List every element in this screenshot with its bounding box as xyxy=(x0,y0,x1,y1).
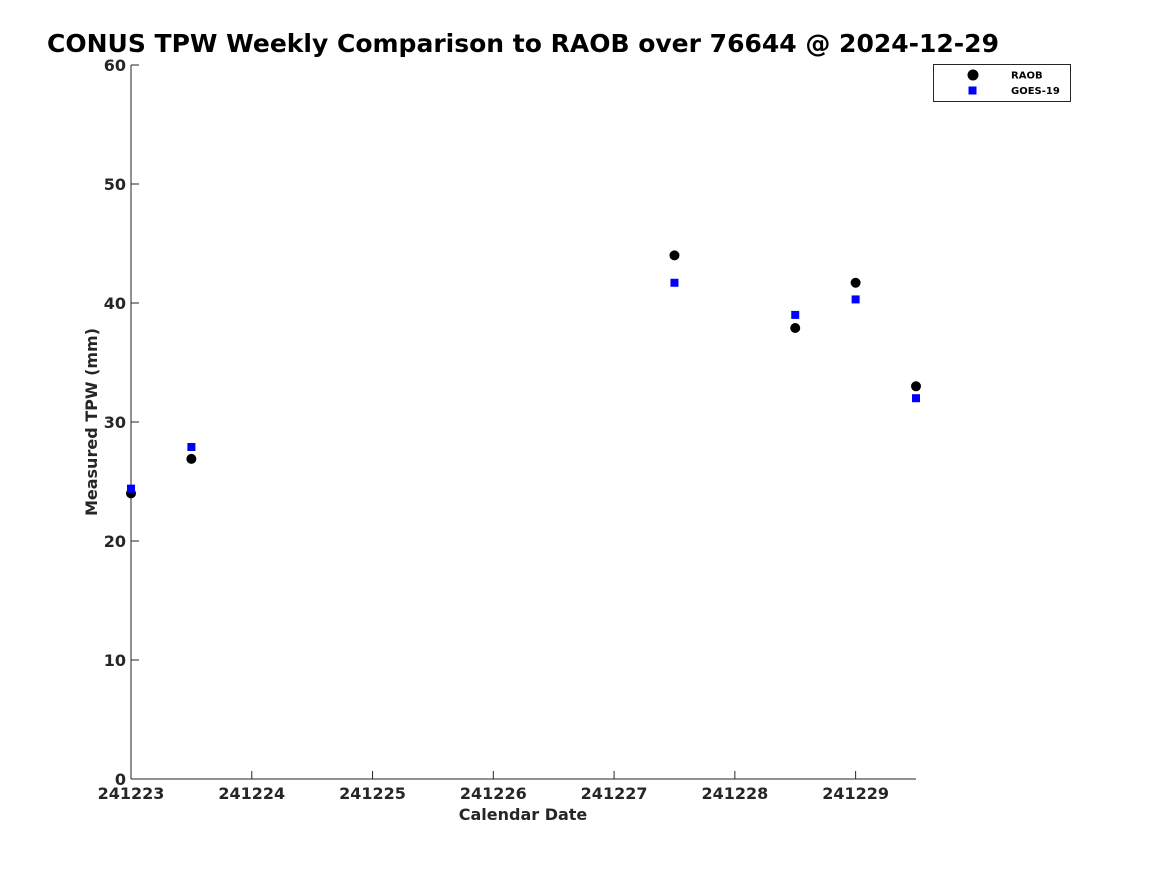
raob-point xyxy=(669,250,680,261)
raob-point xyxy=(186,453,197,464)
y-tick-label: 20 xyxy=(104,532,126,551)
legend: RAOB GOES-19 xyxy=(933,64,1071,102)
x-ticks: 241223 241224 241225 241226 241227 241228 2412… xyxy=(98,771,889,803)
y-tick-label: 50 xyxy=(104,175,126,194)
goes-19-point xyxy=(851,295,860,304)
raob-point xyxy=(790,322,801,333)
goes-19-point xyxy=(670,278,679,287)
axes xyxy=(130,65,916,780)
goes-19-point xyxy=(791,310,800,319)
legend-box xyxy=(933,64,1071,102)
y-ticks: 0 10 20 30 40 50 60 xyxy=(104,56,139,789)
legend-raob-marker xyxy=(967,69,979,81)
legend-goes-marker xyxy=(968,86,977,95)
x-tick-label: 241225 xyxy=(339,784,406,803)
y-tick-label: 40 xyxy=(104,294,126,313)
chart-title: CONUS TPW Weekly Comparison to RAOB over… xyxy=(47,29,999,58)
x-tick-label: 241223 xyxy=(98,784,165,803)
x-tick-label: 241224 xyxy=(218,784,285,803)
y-tick-label: 10 xyxy=(104,651,126,670)
legend-goes-label: GOES-19 xyxy=(1011,86,1060,97)
x-tick-label: 241227 xyxy=(581,784,648,803)
x-tick-label: 241226 xyxy=(460,784,527,803)
goes-19-point xyxy=(127,484,135,493)
raob-point xyxy=(850,277,861,288)
x-axis-label: Calendar Date xyxy=(459,805,588,824)
legend-raob-label: RAOB xyxy=(1011,71,1043,82)
raob-point xyxy=(911,381,921,392)
x-tick-label: 241228 xyxy=(701,784,768,803)
y-axis-label: Measured TPW (mm) xyxy=(82,328,101,516)
y-tick-label: 30 xyxy=(104,413,126,432)
goes-19-point xyxy=(912,394,920,403)
series-layer xyxy=(126,250,921,499)
x-tick-label: 241229 xyxy=(822,784,889,803)
goes-19-point xyxy=(187,442,196,451)
y-tick-label: 0 xyxy=(115,770,126,789)
y-tick-label: 60 xyxy=(104,56,126,75)
